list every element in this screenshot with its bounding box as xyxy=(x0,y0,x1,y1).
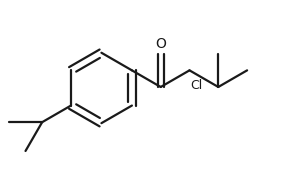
Text: O: O xyxy=(155,37,166,51)
Text: Cl: Cl xyxy=(190,79,203,92)
